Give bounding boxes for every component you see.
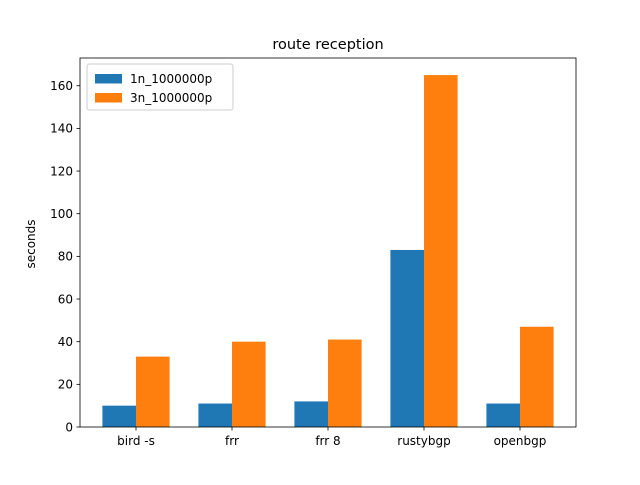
- legend: 1n_1000000p 3n_1000000p: [86, 63, 234, 111]
- y-tick-label: 40: [58, 335, 73, 349]
- x-tick-label: bird -s: [117, 434, 155, 448]
- bar-1n_1000000p-rustybgp: [390, 249, 424, 427]
- legend-label: 3n_1000000p: [130, 91, 212, 105]
- y-tick-label: 140: [50, 122, 73, 136]
- bar-1n_1000000p-frr: [198, 403, 232, 427]
- bar-3n_1000000p-rustybgp: [424, 75, 458, 427]
- plot-area: bird -s frr frr 8 rustybgp openbgp 0 20 40 60 80 1…: [50, 57, 577, 448]
- y-tick-label: 0: [65, 420, 73, 434]
- y-tick-label: 80: [58, 250, 73, 264]
- bar-1n_1000000p-openbgp: [486, 403, 520, 427]
- bar-1n_1000000p-bird--s: [102, 405, 136, 427]
- x-tick-label: frr 8: [315, 434, 340, 448]
- x-tick-label: frr: [225, 434, 239, 448]
- x-tick-label: openbgp: [494, 434, 547, 448]
- legend-box: [86, 63, 234, 111]
- legend-swatch: [95, 93, 122, 103]
- chart-title: route reception: [272, 37, 383, 53]
- bar-3n_1000000p-frr-8: [328, 339, 362, 427]
- bar-3n_1000000p-bird--s: [136, 356, 170, 427]
- x-tick-label: rustybgp: [397, 434, 450, 448]
- bar-3n_1000000p-openbgp: [520, 326, 554, 427]
- y-tick-label: 160: [50, 79, 73, 93]
- y-tick-label: 60: [58, 292, 73, 306]
- y-tick-label: 100: [50, 207, 73, 221]
- legend-label: 1n_1000000p: [130, 72, 212, 86]
- y-tick-label: 20: [58, 378, 73, 392]
- y-tick-label: 120: [50, 164, 73, 178]
- bar-1n_1000000p-frr-8: [294, 401, 328, 427]
- y-axis-label: seconds: [24, 219, 38, 268]
- bar-3n_1000000p-frr: [232, 341, 266, 427]
- legend-swatch: [95, 74, 122, 84]
